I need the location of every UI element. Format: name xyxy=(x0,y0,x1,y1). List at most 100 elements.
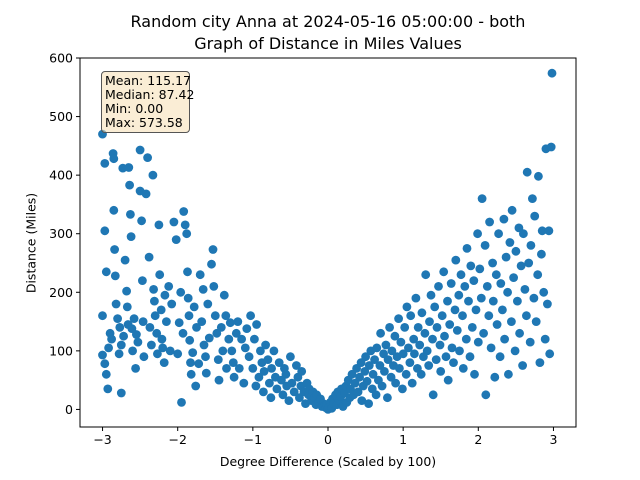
data-point xyxy=(204,333,214,343)
data-point xyxy=(484,311,494,321)
data-point xyxy=(246,311,256,321)
y-tick-label: 400 xyxy=(49,168,73,183)
data-point xyxy=(289,387,299,397)
data-point xyxy=(179,207,189,216)
data-point xyxy=(400,323,410,332)
data-point xyxy=(480,241,490,250)
data-point xyxy=(452,326,462,335)
data-point xyxy=(228,358,238,367)
data-point xyxy=(110,271,120,281)
data-point xyxy=(520,285,530,294)
data-point xyxy=(494,229,503,239)
data-point xyxy=(292,361,301,370)
data-point xyxy=(509,273,518,282)
data-point xyxy=(385,323,394,332)
data-point xyxy=(160,290,170,300)
data-point xyxy=(141,189,151,199)
data-point xyxy=(274,358,284,367)
data-point xyxy=(240,343,250,353)
x-tick-label: −2 xyxy=(168,432,186,447)
data-point xyxy=(443,375,453,385)
data-point xyxy=(180,220,190,230)
data-point xyxy=(284,396,294,405)
data-point xyxy=(191,381,201,391)
data-point xyxy=(135,145,145,155)
y-tick-label: 600 xyxy=(49,51,73,66)
data-point xyxy=(143,153,153,163)
data-point xyxy=(471,305,481,315)
data-point xyxy=(518,361,527,370)
data-point xyxy=(154,220,164,230)
data-point xyxy=(109,154,119,164)
data-point xyxy=(396,337,406,347)
data-point xyxy=(537,249,546,259)
data-point xyxy=(410,349,419,359)
data-point xyxy=(416,369,426,379)
data-point xyxy=(114,349,124,359)
data-point xyxy=(537,226,547,236)
data-point xyxy=(195,270,205,280)
data-point xyxy=(147,340,156,350)
data-point xyxy=(445,320,455,329)
data-point xyxy=(122,302,132,312)
data-point xyxy=(500,334,509,344)
data-point xyxy=(524,258,534,268)
data-point xyxy=(432,323,442,332)
data-point xyxy=(201,368,211,378)
data-point xyxy=(495,352,505,362)
data-point xyxy=(513,296,522,306)
data-point xyxy=(119,331,128,341)
data-point xyxy=(405,358,415,367)
data-point xyxy=(539,287,549,297)
data-point xyxy=(390,331,400,341)
data-point xyxy=(496,279,506,288)
data-point xyxy=(171,235,181,245)
stats-box: Mean: 115.17 Median: 87.42 Min: 0.00 Max… xyxy=(101,71,194,133)
data-point xyxy=(477,194,487,204)
data-point xyxy=(269,346,279,356)
data-point xyxy=(101,267,111,277)
data-point xyxy=(100,159,110,168)
data-point xyxy=(383,393,392,403)
data-point xyxy=(450,305,460,315)
data-point xyxy=(113,314,122,323)
data-point xyxy=(186,369,196,379)
data-point xyxy=(511,246,521,256)
data-point xyxy=(126,232,136,242)
data-point xyxy=(530,211,540,221)
data-point xyxy=(488,296,498,306)
data-point xyxy=(149,285,159,294)
data-point xyxy=(218,346,228,356)
data-point xyxy=(364,361,374,370)
data-point xyxy=(150,296,159,306)
x-tick-label: 1 xyxy=(399,432,407,447)
data-point xyxy=(381,340,391,350)
data-point xyxy=(401,369,411,379)
data-point xyxy=(525,337,535,347)
data-point xyxy=(357,396,367,405)
data-point xyxy=(115,323,125,332)
data-point xyxy=(455,346,464,356)
data-point xyxy=(447,343,457,353)
data-point xyxy=(371,390,381,400)
data-point xyxy=(440,331,449,341)
data-point xyxy=(122,286,131,296)
data-point xyxy=(110,245,119,254)
data-point xyxy=(261,340,270,350)
data-point xyxy=(498,305,507,315)
data-point xyxy=(522,311,531,321)
data-point xyxy=(281,369,291,379)
y-axis-label: Distance (Miles) xyxy=(23,192,39,294)
data-point xyxy=(182,229,192,239)
data-point xyxy=(221,311,231,321)
data-point xyxy=(100,359,110,369)
data-point xyxy=(391,378,400,388)
data-point xyxy=(546,142,556,152)
data-point xyxy=(505,238,515,247)
x-tick-label: −1 xyxy=(244,432,262,447)
data-point xyxy=(278,390,288,400)
data-point xyxy=(148,170,158,180)
data-point xyxy=(287,378,297,388)
data-point xyxy=(286,352,295,362)
data-point xyxy=(174,318,184,328)
